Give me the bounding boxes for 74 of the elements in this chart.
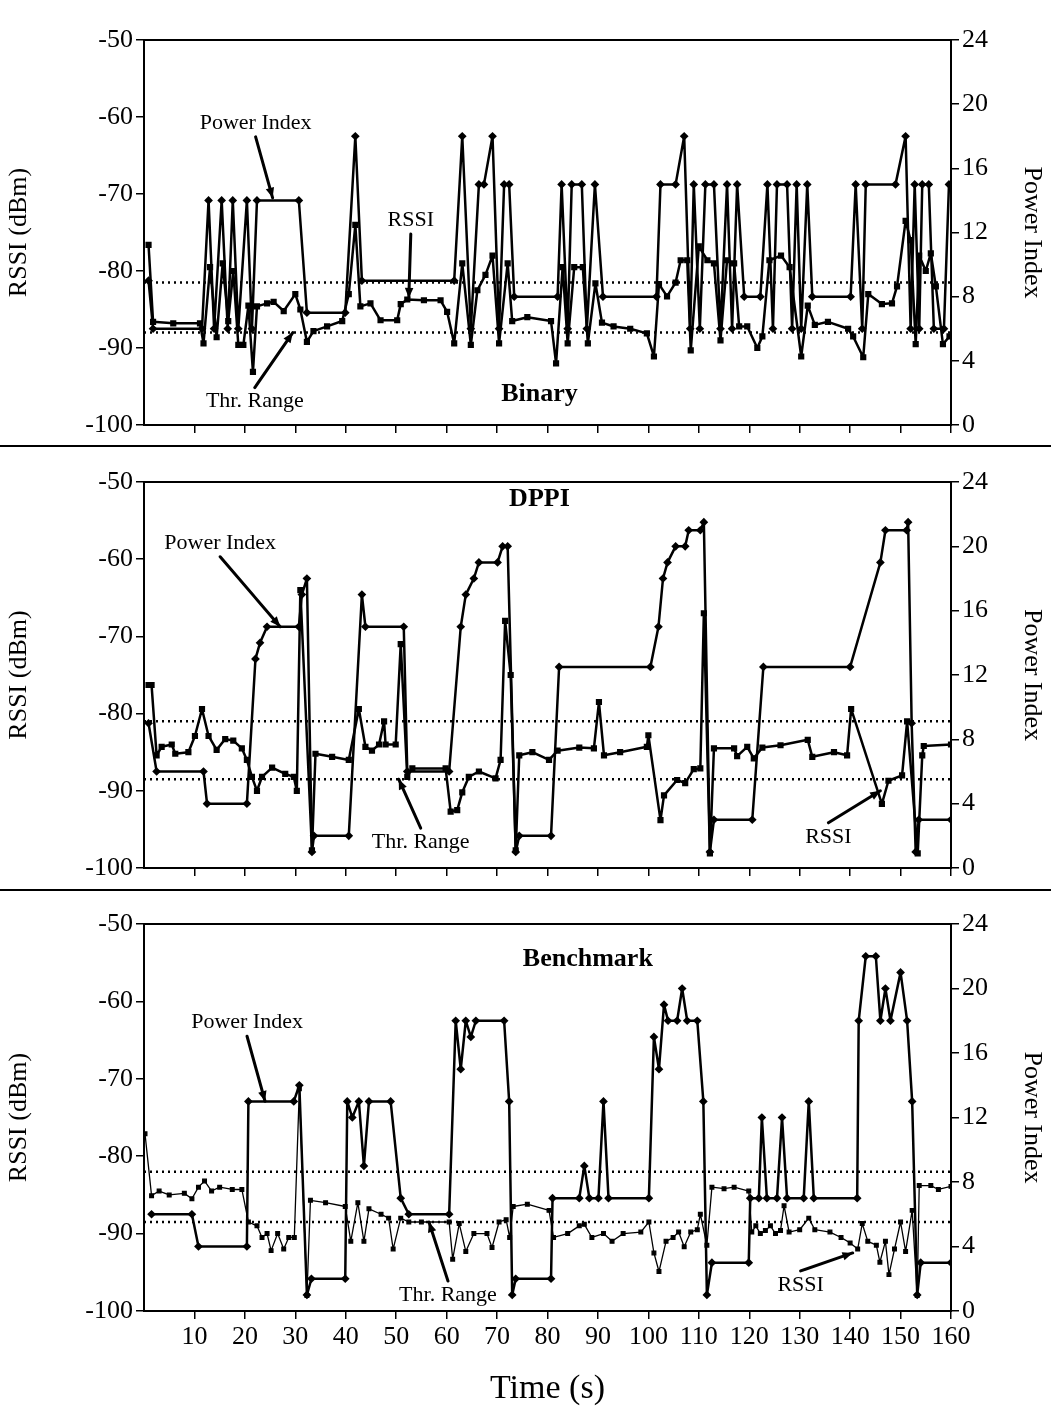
x-tick-label: 140: [830, 1321, 870, 1351]
y2-tick-label: 12: [962, 1101, 988, 1131]
y-tick-label: -100: [85, 408, 133, 438]
y-tick-label: -50: [98, 465, 133, 495]
y-tick-label: -100: [85, 851, 133, 881]
y2-tick-label: 16: [962, 152, 988, 182]
y2-tick-label: 24: [962, 465, 988, 495]
annotation: RSSI: [387, 205, 435, 231]
annotation: Power Index: [199, 108, 312, 134]
y2-axis-title: Power Index: [1018, 166, 1048, 299]
annotation: RSSI: [777, 1270, 824, 1296]
x-tick-label: 40: [332, 1321, 359, 1351]
annotation: Thr. Range: [205, 387, 304, 413]
y2-tick-label: 12: [962, 658, 988, 688]
x-tick-label: 110: [679, 1321, 718, 1351]
y2-tick-label: 8: [962, 280, 975, 310]
y-tick-label: -70: [98, 177, 133, 207]
y-tick-label: -90: [98, 331, 133, 361]
annotation: Power Index: [164, 528, 277, 554]
x-tick-label: 120: [729, 1321, 769, 1351]
text: Benchmark: [522, 942, 654, 972]
y2-tick-label: 24: [962, 23, 988, 53]
x-tick-label: 80: [534, 1321, 561, 1351]
y-tick-label: -50: [98, 23, 133, 53]
y2-tick-label: 4: [962, 787, 975, 817]
x-tick-label: 70: [484, 1321, 511, 1351]
y-tick-label: -80: [98, 254, 133, 284]
x-tick-label: 160: [931, 1321, 971, 1351]
x-tick-label: 50: [383, 1321, 410, 1351]
y-tick-label: -80: [98, 697, 133, 727]
y2-tick-label: 24: [962, 907, 988, 937]
x-tick-label: 30: [282, 1321, 309, 1351]
y-tick-label: -90: [98, 1217, 133, 1247]
y-tick-label: -70: [98, 620, 133, 650]
y2-tick-label: 4: [962, 344, 975, 374]
annotation: Thr. Range: [371, 828, 470, 853]
y-tick-label: -60: [98, 985, 133, 1015]
y2-tick-label: 8: [962, 723, 975, 753]
y2-tick-label: 0: [962, 1294, 975, 1324]
annotation: Thr. Range: [399, 1280, 497, 1306]
y-tick-label: -80: [98, 1140, 133, 1170]
x-tick-label: 130: [780, 1321, 820, 1351]
y2-tick-label: 20: [962, 972, 988, 1002]
x-tick-label: 20: [231, 1321, 258, 1351]
y2-tick-label: 20: [962, 530, 988, 560]
y2-tick-label: 16: [962, 594, 988, 624]
y2-tick-label: 20: [962, 87, 988, 117]
annotation: Power Index: [191, 1008, 303, 1034]
y-tick-label: -90: [98, 774, 133, 804]
y-tick-label: -60: [98, 100, 133, 130]
y2-axis-title: Power Index: [1018, 1051, 1048, 1184]
y-tick-label: -50: [98, 907, 133, 937]
x-tick-label: 10: [181, 1321, 208, 1351]
x-axis-title: Time (s): [490, 1367, 605, 1406]
y2-tick-label: 0: [962, 408, 975, 438]
x-tick-label: 90: [584, 1321, 611, 1351]
y-axis-title: RSSI (dBm): [3, 1052, 33, 1183]
y-tick-label: -100: [85, 1294, 133, 1324]
chart-title: DPPI: [509, 483, 570, 513]
y-axis-title: RSSI (dBm): [3, 610, 33, 740]
y2-axis-title: Power Index: [1018, 608, 1048, 742]
x-tick-label: 150: [881, 1321, 921, 1351]
y-tick-label: -70: [98, 1062, 133, 1092]
x-tick-label: 60: [433, 1321, 460, 1351]
y2-tick-label: 8: [962, 1165, 975, 1195]
y2-tick-label: 12: [962, 216, 988, 246]
y-tick-label: -60: [98, 543, 133, 573]
y2-tick-label: 4: [962, 1230, 975, 1260]
x-tick-label: 100: [628, 1321, 668, 1351]
annotation: RSSI: [805, 822, 852, 848]
text: Binary: [501, 377, 578, 407]
y2-tick-label: 0: [962, 851, 975, 881]
y2-tick-label: 16: [962, 1036, 988, 1066]
y-axis-title: RSSI (dBm): [3, 167, 33, 298]
